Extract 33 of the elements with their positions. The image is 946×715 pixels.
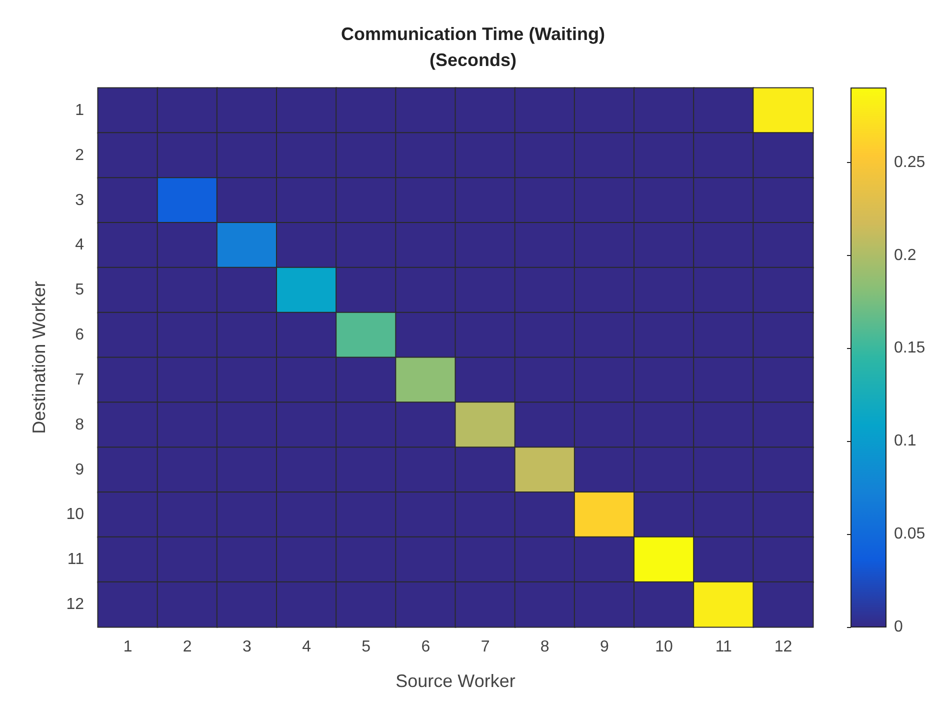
x-tick-label: 9 — [600, 638, 610, 656]
color-bar-label: 0.2 — [894, 246, 916, 264]
x-tick-label: 8 — [540, 638, 550, 656]
y-tick-label: 10 — [66, 506, 84, 524]
x-tick-label: 5 — [362, 638, 371, 656]
y-tick-label: 3 — [75, 192, 84, 209]
x-tick-label: 2 — [182, 638, 192, 656]
color-bar-label: 0 — [894, 618, 903, 636]
color-bar-label: 0.05 — [894, 526, 926, 543]
y-tick-label: 12 — [66, 596, 84, 614]
color-bar-label: 0.25 — [894, 154, 926, 171]
x-tick-label: 11 — [715, 638, 732, 656]
y-tick-label: 6 — [75, 326, 84, 344]
y-tick-label: 7 — [75, 371, 84, 388]
x-axis-title: Source Worker — [396, 671, 516, 691]
y-tick-label: 5 — [75, 282, 84, 299]
y-tick-label: 9 — [75, 461, 84, 478]
x-tick-label: 3 — [242, 638, 252, 656]
color-bar-label: 0.1 — [894, 432, 916, 450]
y-tick-label: 4 — [75, 236, 84, 254]
y-tick-label: 2 — [75, 146, 84, 164]
x-tick-label: 6 — [421, 638, 430, 656]
x-tick-label: 12 — [774, 638, 792, 656]
x-tick-label: 10 — [655, 638, 674, 656]
color-bar-label: 0.15 — [894, 340, 926, 357]
x-tick-label: 1 — [123, 638, 132, 656]
y-axis-title: Destination Worker — [29, 281, 49, 434]
x-tick-label: 7 — [480, 638, 490, 656]
y-tick-label: 1 — [75, 102, 84, 119]
chart-title: Communication Time (Waiting) (Seconds) — [341, 24, 606, 70]
y-tick-label: 11 — [67, 551, 84, 568]
x-tick-label: 4 — [302, 638, 312, 656]
y-tick-label: 8 — [75, 416, 84, 434]
